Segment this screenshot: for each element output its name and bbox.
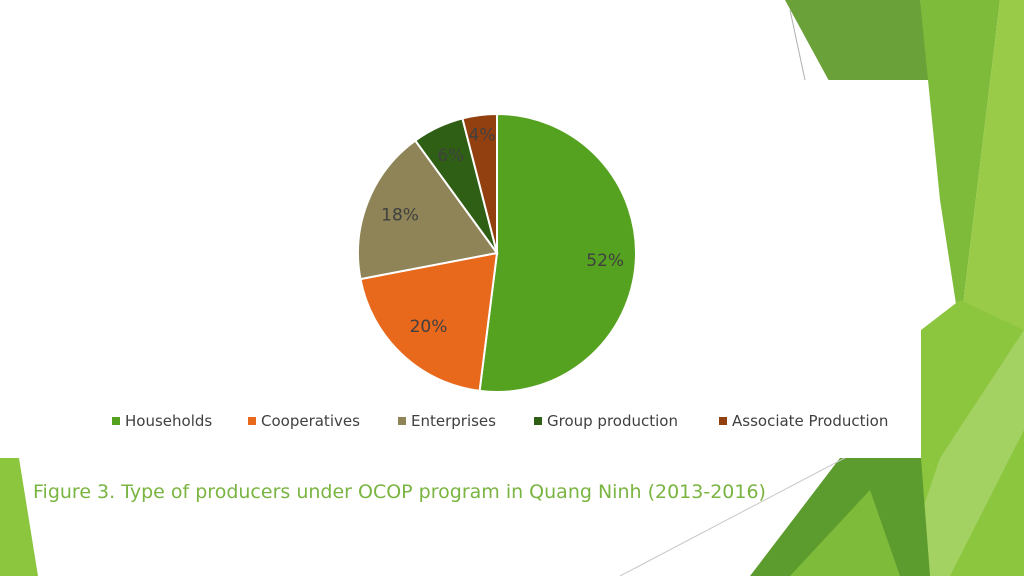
legend-item: Associate Production [719,412,888,430]
facet-shape [960,0,1024,380]
data-label: 20% [410,317,448,337]
pie-slice-enterprises [357,139,499,281]
facet-shape [900,330,1024,576]
legend-label: Associate Production [732,412,889,430]
pie-slice-cooperatives [359,251,499,393]
legend-label: Enterprises [411,412,496,430]
facet-line [789,9,806,81]
legend-swatch [719,417,727,425]
data-label: 4% [469,125,496,145]
data-label: 52% [586,251,624,271]
legend-label: Households [125,412,213,430]
legend-item: Cooperatives [248,412,360,430]
chart-legend: Households Cooperatives Enterprises Group p… [0,412,921,434]
facet-shape [790,490,900,576]
pie-slice-associate-production [461,112,498,254]
legend-swatch [248,417,256,425]
legend-label: Group production [547,412,678,430]
pie-slice-households [478,112,637,393]
facet-shape [920,0,1000,330]
legend-item: Group production [534,412,678,430]
legend-swatch [112,417,120,425]
pie-chart: 52% 20% 18% 6%4% [357,112,637,393]
legend-swatch [534,417,542,425]
legend-item: Enterprises [398,412,496,430]
facet-line [619,449,861,576]
data-label: 18% [381,206,419,226]
data-label: 6% [437,146,464,166]
legend-swatch [398,417,406,425]
legend-item: Households [112,412,212,430]
legend-label: Cooperatives [261,412,360,430]
chart-panel: 52% 20% 18% 6% 4% Households Cooperatives Ente… [0,80,921,458]
figure-caption: Figure 3. Type of producers under OCOP p… [33,481,766,503]
